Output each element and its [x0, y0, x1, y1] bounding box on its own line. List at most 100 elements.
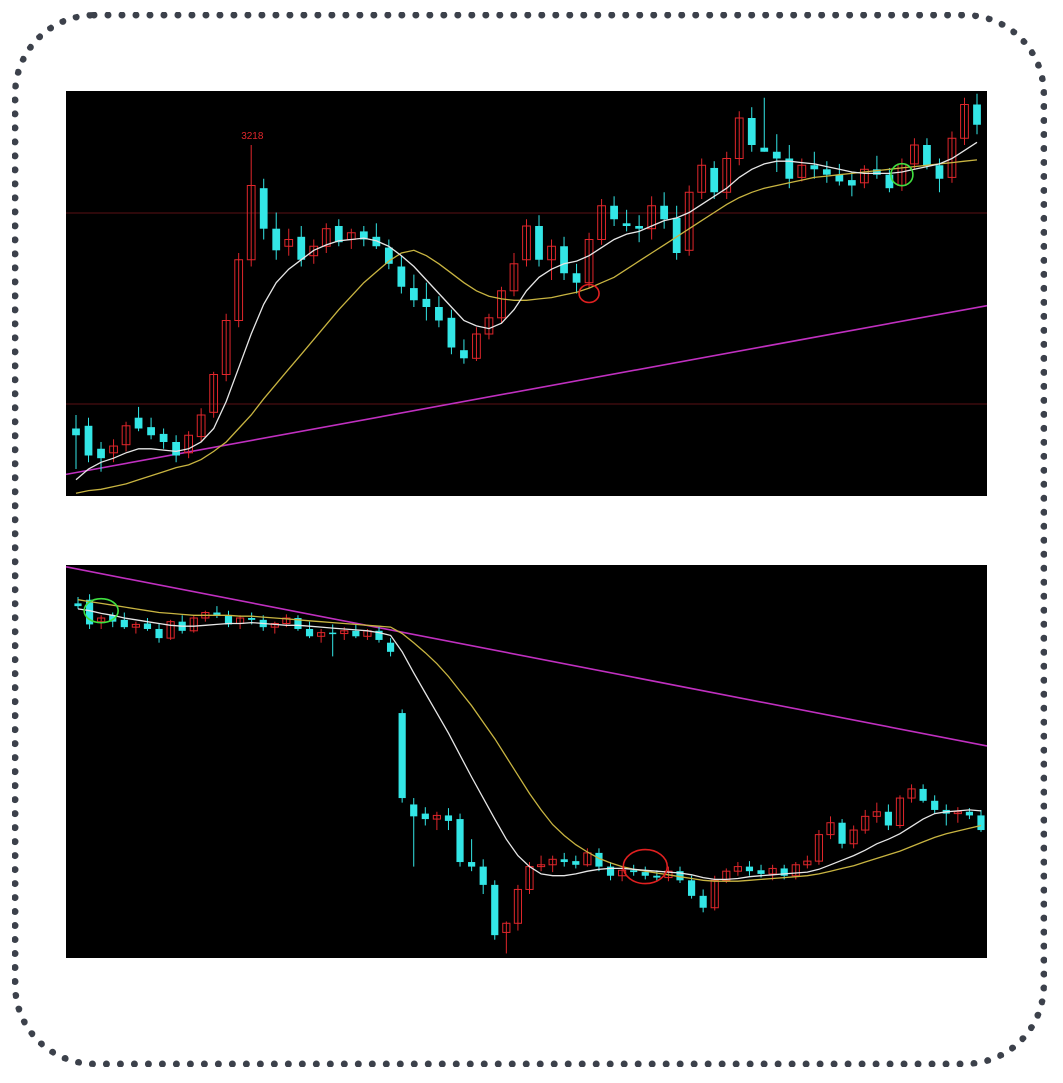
candle-body-down: [85, 599, 94, 625]
candle-body-down: [398, 713, 406, 799]
candle-body-down: [359, 231, 368, 240]
candle-body-down: [386, 642, 395, 652]
candle-body-down: [297, 236, 306, 260]
candle-body-up: [309, 245, 319, 257]
candle-body-up: [502, 922, 511, 933]
candle-body-up: [734, 117, 744, 159]
ma-purple-line: [66, 566, 987, 747]
chart-panel-bottom: [66, 565, 987, 958]
candle-body-up: [221, 320, 231, 375]
candle-body-down: [74, 603, 82, 607]
candle-body-up: [97, 617, 106, 623]
candle-body-down: [885, 174, 894, 189]
candle-body-down: [272, 228, 281, 251]
candle-body-down: [931, 800, 939, 810]
candle-body-down: [884, 811, 892, 826]
candle-body-down: [422, 298, 431, 307]
candle-body-up: [340, 630, 349, 635]
candle-body-down: [109, 615, 117, 622]
candle-body-down: [224, 615, 233, 625]
candle-body-up: [522, 225, 531, 261]
candle-body-up: [584, 239, 594, 284]
candle-body-down: [372, 236, 381, 247]
candle-body-down: [835, 174, 844, 182]
green-circle-marker: [890, 162, 914, 187]
candle-body-up: [597, 205, 606, 240]
candle-body-down: [409, 288, 418, 301]
chart-panel-top: 3218: [66, 91, 987, 496]
candle-body-up: [803, 860, 812, 866]
candle-body-down: [572, 861, 580, 865]
candle-body-up: [861, 815, 870, 831]
candle-body-down: [699, 895, 707, 908]
candle-body-up: [472, 333, 481, 359]
candle-body-down: [456, 819, 464, 863]
candle-body-down: [572, 273, 581, 283]
candle-body-up: [497, 290, 506, 319]
candle-body-up: [184, 434, 194, 454]
candle-body-down: [147, 427, 155, 436]
candle-body-down: [760, 147, 769, 152]
candle-body-up: [722, 870, 731, 881]
candle-body-up: [907, 788, 916, 799]
candle-body-up: [583, 852, 592, 866]
candle-body-up: [284, 239, 294, 247]
ma-purple-line: [66, 304, 987, 476]
candle-body-up: [826, 822, 835, 836]
candle-body-down: [460, 350, 468, 359]
candle-body-up: [947, 137, 957, 178]
high-price-label: 3218: [241, 131, 264, 142]
candle-body-down: [435, 307, 443, 321]
candle-body-down: [259, 188, 268, 229]
candle-body-down: [560, 246, 568, 274]
candle-body-down: [822, 169, 831, 175]
candle-body-down: [676, 871, 684, 881]
candle-body-up: [814, 834, 824, 862]
candle-body-down: [687, 880, 696, 896]
candle-body-down: [923, 145, 931, 166]
candle-body-up: [109, 445, 118, 454]
candle-body-down: [447, 317, 456, 348]
candle-body-up: [234, 259, 244, 321]
candle-body-down: [873, 169, 881, 175]
candle-body-down: [468, 862, 476, 867]
candle-body-up: [321, 228, 331, 247]
candle-body-up: [910, 144, 919, 165]
candle-body-down: [352, 630, 360, 637]
candle-body-down: [444, 815, 453, 821]
candle-body-down: [745, 866, 754, 872]
candle-body-up: [859, 168, 869, 184]
candle-body-down: [535, 226, 543, 260]
candle-body-down: [143, 623, 152, 629]
candle-body-down: [919, 788, 927, 801]
candle-body-up: [166, 621, 175, 639]
candle-body-down: [757, 870, 765, 874]
candlestick-chart-bottom: [66, 566, 987, 954]
candle-body-up: [895, 797, 905, 826]
candle-body-up: [317, 632, 326, 637]
candle-body-down: [606, 866, 615, 876]
candle-body-up: [536, 864, 546, 868]
candle-body-up: [282, 617, 291, 624]
candle-body-down: [560, 859, 568, 863]
candle-body-up: [953, 811, 962, 815]
candle-body-down: [384, 247, 393, 264]
candle-body-up: [547, 245, 556, 261]
candle-body-down: [710, 167, 719, 193]
candle-body-down: [155, 628, 163, 639]
candle-body-down: [120, 619, 128, 628]
candle-body-down: [334, 226, 343, 243]
candle-body-down: [134, 417, 143, 429]
candle-body-down: [973, 104, 981, 125]
candle-body-up: [960, 104, 969, 139]
candle-body-up: [189, 617, 198, 632]
candle-body-down: [375, 630, 383, 640]
candle-body-down: [780, 868, 788, 876]
candle-body-down: [672, 217, 681, 253]
candle-body-down: [97, 448, 105, 459]
candle-body-down: [635, 226, 644, 229]
candle-body-up: [484, 317, 494, 335]
candle-body-up: [548, 858, 557, 866]
candle-body-down: [977, 815, 985, 831]
candle-body-down: [72, 428, 80, 436]
